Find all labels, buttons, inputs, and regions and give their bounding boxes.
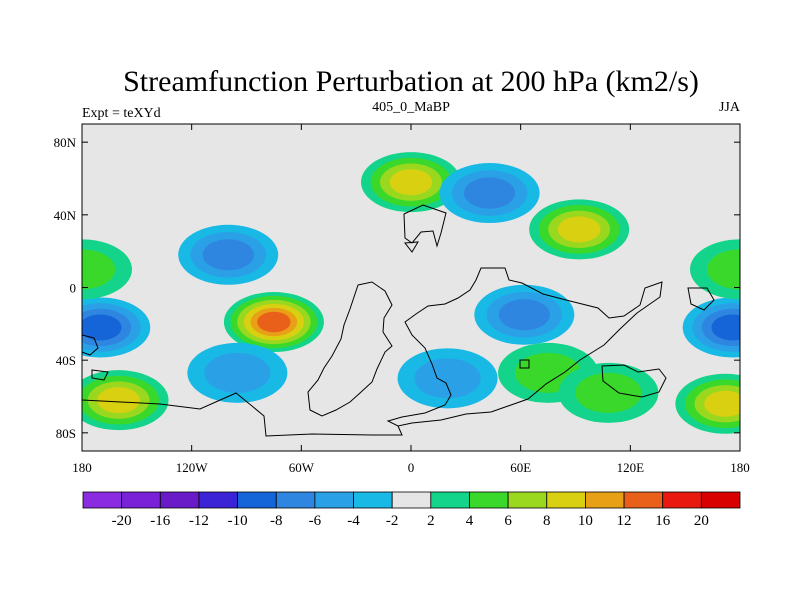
colorbar-label: -4 xyxy=(347,513,360,529)
y-tick-label: 40N xyxy=(54,208,77,223)
model-label: 405_0_MaBP xyxy=(372,100,450,115)
colorbar-label: 16 xyxy=(655,513,671,529)
colorbar-swatch xyxy=(700,491,741,509)
x-tick-label: 180 xyxy=(72,460,92,475)
colorbar-label: -10 xyxy=(228,513,248,529)
contour-feature xyxy=(682,297,740,358)
contour-band xyxy=(575,372,642,413)
colorbar-label: 6 xyxy=(504,513,512,529)
colorbar-label: 20 xyxy=(694,513,709,529)
contour-band xyxy=(557,216,601,243)
axis-ticks: 180 120W 60W 0 60E 120E 180 80N 40N 0 40S 80S xyxy=(54,124,750,475)
colorbar-swatch xyxy=(198,491,238,509)
contour-feature xyxy=(223,292,324,353)
colorbar-swatch xyxy=(121,491,161,509)
colorbar-label: -6 xyxy=(309,513,322,529)
contour-fields xyxy=(82,152,740,434)
contour-feature xyxy=(178,224,279,285)
colorbar-label: -16 xyxy=(150,513,170,529)
map-panel: 180 120W 60W 0 60E 120E 180 80N 40N 0 40S 80S xyxy=(54,123,750,475)
colorbar-swatch xyxy=(391,491,432,509)
contour-feature xyxy=(82,370,169,431)
colorbar-label: 2 xyxy=(427,513,435,529)
colorbar-label: -20 xyxy=(112,513,132,529)
colorbar-label: 10 xyxy=(578,513,593,529)
colorbar-swatch xyxy=(353,491,393,509)
coastline-asia xyxy=(386,267,663,427)
colorbar-swatch xyxy=(159,491,200,509)
x-tick-label: 60W xyxy=(289,460,315,475)
contour-band xyxy=(204,352,271,393)
contour-band xyxy=(82,314,122,341)
y-tick-label: 40S xyxy=(56,353,76,368)
contour-feature xyxy=(82,297,151,358)
colorbar-label: 8 xyxy=(543,513,551,529)
contour-band xyxy=(711,314,740,341)
contour-band xyxy=(704,390,740,417)
contour-band xyxy=(97,387,140,414)
colorbar-swatch xyxy=(82,491,123,509)
colorbar: -20 -16 -12 -10 -8 -6 -4 -2 2 4 6 8 10 12 16 20 xyxy=(82,491,741,529)
contour-feature xyxy=(397,348,498,409)
contour-feature xyxy=(529,199,630,260)
colorbar-swatch xyxy=(507,491,548,509)
x-tick-label: 180 xyxy=(730,460,750,475)
colorbar-label: 4 xyxy=(466,513,474,529)
contour-feature xyxy=(82,239,132,300)
contour-band xyxy=(202,239,254,271)
x-tick-label: 60E xyxy=(510,460,531,475)
colorbar-label: -12 xyxy=(189,513,209,529)
y-tick-label: 80S xyxy=(56,426,76,441)
colorbar-swatch xyxy=(237,491,277,509)
x-tick-label: 120W xyxy=(176,460,209,475)
contour-feature xyxy=(187,342,288,403)
contour-band xyxy=(414,358,481,399)
contour-band xyxy=(463,177,516,209)
colorbar-swatch xyxy=(662,491,702,509)
coastline-antarctic-shelf xyxy=(82,392,403,437)
chart-title: Streamfunction Perturbation at 200 hPa (… xyxy=(123,65,699,98)
y-tick-label: 0 xyxy=(70,281,77,296)
coastline-australia xyxy=(601,287,715,398)
contour-feature xyxy=(690,239,740,300)
colorbar-swatch xyxy=(585,491,625,509)
contour-band xyxy=(257,311,291,333)
coastline-americas xyxy=(307,281,393,417)
contour-feature xyxy=(558,362,659,423)
colorbar-label: -2 xyxy=(386,513,399,529)
coastline-africa xyxy=(403,204,447,253)
contour-band xyxy=(706,249,740,290)
colorbar-swatch xyxy=(275,491,316,509)
contour-feature xyxy=(474,284,575,345)
experiment-label: Expt = teXYd xyxy=(82,106,161,121)
colorbar-swatch xyxy=(623,491,664,509)
contour-band xyxy=(82,249,116,290)
contour-band xyxy=(498,299,550,331)
colorbar-swatch xyxy=(469,491,509,509)
y-tick-label: 80N xyxy=(54,135,77,150)
coastline-pacific-islands xyxy=(82,334,530,381)
season-label: JJA xyxy=(719,100,741,115)
colorbar-swatch xyxy=(430,491,470,509)
x-tick-label: 0 xyxy=(408,460,415,475)
colorbar-swatch xyxy=(314,491,354,509)
x-tick-label: 120E xyxy=(617,460,645,475)
colorbar-label: -8 xyxy=(270,513,283,529)
contour-band xyxy=(389,169,433,196)
contour-feature xyxy=(361,152,461,213)
colorbar-label: 12 xyxy=(617,513,632,529)
contour-feature xyxy=(675,373,740,434)
colorbar-swatch xyxy=(546,491,586,509)
contour-feature xyxy=(439,163,540,224)
